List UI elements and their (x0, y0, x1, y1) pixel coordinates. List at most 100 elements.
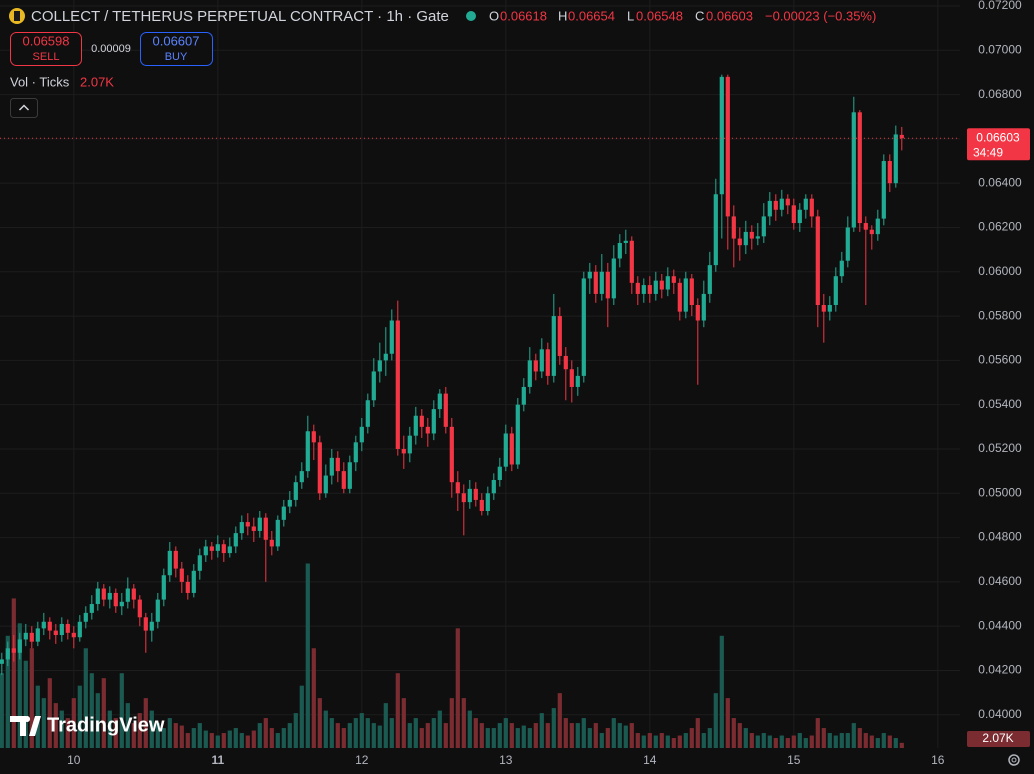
volume-bar (581, 718, 586, 748)
volume-bar (689, 728, 694, 748)
chevron-icon (18, 104, 30, 111)
candle-body (707, 265, 712, 294)
candle-body (725, 76, 730, 217)
volume-bar (599, 733, 604, 748)
candle-body (47, 621, 52, 631)
candle-body (791, 205, 796, 224)
sell-price: 0.06598 (23, 33, 70, 48)
candle-body (215, 544, 220, 551)
candle-body (803, 198, 808, 210)
volume-bar (677, 735, 682, 748)
buy-button[interactable] (140, 32, 213, 66)
candle-body (119, 601, 124, 607)
volume-bar (17, 623, 22, 748)
candle-body (35, 628, 40, 642)
last-volume-label: 2.07K (982, 731, 1013, 745)
candle-body (497, 466, 502, 480)
volume-bar (179, 725, 184, 748)
volume-bar (425, 723, 430, 748)
candle-body (395, 320, 400, 449)
sell-button[interactable] (10, 32, 82, 66)
candle-body (641, 285, 646, 294)
candle-body (173, 550, 178, 569)
volume-bar (407, 723, 412, 748)
volume-bar (779, 735, 784, 748)
volume-bar (371, 723, 376, 748)
volume-bar (155, 723, 160, 748)
volume-bar (851, 723, 856, 748)
candle-body (317, 442, 322, 494)
candle-body (869, 229, 874, 235)
candle-body (617, 242, 622, 259)
volume-bar (167, 718, 172, 748)
candle-body (359, 426, 364, 443)
volume-bar (95, 693, 100, 748)
volume-bar (287, 723, 292, 748)
volume-bar (65, 718, 70, 748)
candle-body (833, 276, 838, 306)
candle-body (407, 435, 412, 454)
volume-bar (731, 718, 736, 748)
volume-bar (293, 713, 298, 748)
volume-bar (845, 733, 850, 748)
volume-bar (209, 733, 214, 748)
volume-bar (401, 698, 406, 748)
volume-bar (857, 728, 862, 748)
countdown-label: 34:49 (973, 145, 1003, 159)
candle-body (281, 506, 286, 520)
volume-bar (665, 735, 670, 748)
candle-body (527, 360, 532, 387)
volume-bar (503, 718, 508, 748)
candle-body (149, 621, 154, 631)
volume-bar (23, 660, 28, 748)
volume-bar (215, 735, 220, 748)
volume-bar (431, 718, 436, 748)
x-tick-label: 14 (643, 753, 657, 767)
collapse-button[interactable] (10, 98, 38, 118)
volume-bar (359, 713, 364, 748)
candle-body (767, 200, 772, 217)
candle-body (155, 599, 160, 622)
y-tick-label: 0.04800 (978, 530, 1022, 544)
candle-body (77, 621, 82, 638)
volume-bar (0, 673, 4, 748)
volume-bar (887, 735, 892, 748)
candle-body (755, 236, 760, 239)
candle-body (437, 393, 442, 410)
candle-body (89, 604, 94, 613)
candle-body (245, 522, 250, 527)
y-tick-label: 0.04000 (978, 707, 1022, 721)
volume-bar (683, 733, 688, 748)
volume-bar (497, 723, 502, 748)
volume-bar (335, 723, 340, 748)
candle-body (269, 539, 274, 547)
candle-body (197, 555, 202, 571)
high-value: 0.06654 (568, 8, 615, 23)
candle-body (827, 305, 832, 312)
volume-bar (239, 733, 244, 748)
volume-bar (539, 713, 544, 748)
indicator-name[interactable]: Vol · Ticks (10, 74, 70, 89)
volume-bar (395, 673, 400, 748)
volume-bar (53, 703, 58, 748)
candle-body (41, 621, 46, 629)
volume-bar (113, 718, 118, 748)
candle-body (5, 648, 10, 660)
volume-bar (149, 710, 154, 748)
volume-bar (263, 718, 268, 748)
settings-icon[interactable] (1008, 754, 1020, 766)
volume-bar (833, 735, 838, 748)
logo-text[interactable]: TradingView (47, 714, 165, 736)
volume-bar (641, 735, 646, 748)
candle-body (677, 282, 682, 312)
volume-bar (725, 698, 730, 748)
volume-bar (11, 598, 16, 748)
volume-bar (227, 730, 232, 748)
symbol-title[interactable]: COLLECT / TETHERUS PERPETUAL CONTRACT · … (31, 8, 449, 25)
candle-body (137, 599, 142, 618)
candle-body (131, 588, 136, 600)
candle-body (257, 517, 262, 531)
volume-bar (521, 725, 526, 748)
candle-body (515, 404, 520, 465)
candle-body (71, 632, 76, 638)
